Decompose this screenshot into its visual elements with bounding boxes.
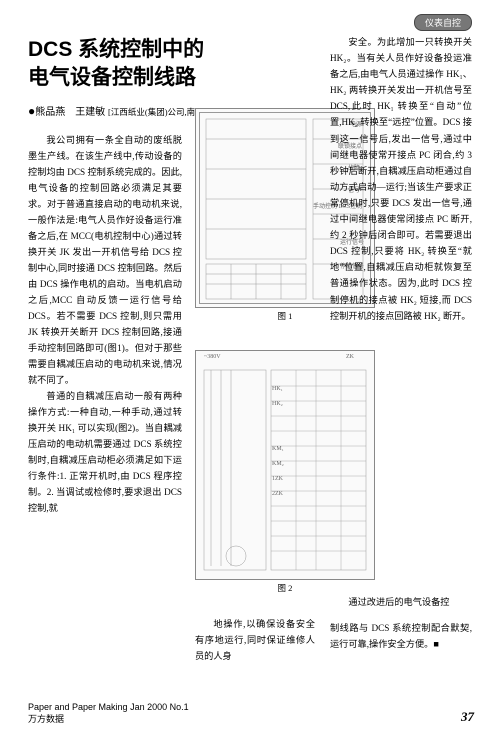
body-paragraph-6: 制线路与 DCS 系统控制配合默契,运行可靠,操作安全方便。 bbox=[330, 623, 472, 649]
section-badge: 仪表自控 bbox=[414, 14, 472, 31]
fig2-label-5: 2ZK bbox=[272, 491, 283, 497]
page-number: 37 bbox=[461, 709, 474, 725]
figure-2-caption: 图 2 bbox=[195, 582, 375, 594]
article-title: DCS 系统控制中的 电气设备控制线路 bbox=[28, 36, 248, 93]
figure-2-diagram: ~380V HK₁ HK₂ ZK 1ZK 2ZK KM₁ KM₂ bbox=[195, 350, 375, 580]
wanfang-label: 万方数据 bbox=[28, 712, 189, 725]
fig2-label-3: ZK bbox=[346, 354, 354, 360]
fig2-label-6: KM₁ bbox=[272, 446, 284, 452]
fig2-label-0: ~380V bbox=[204, 354, 221, 360]
fig2-label-4: 1ZK bbox=[272, 476, 283, 482]
middle-column-bottom: 地操作,以确保设备安全有序地运行,同时保证维修人员的人身 bbox=[195, 616, 315, 664]
body-paragraph-2: 普通的自耦减压启动一般有两种操作方式:一种自动,一种手动,通过转换开关 HK₁ … bbox=[28, 388, 182, 516]
circuit-diagram-icon bbox=[201, 356, 371, 576]
page-footer: Paper and Paper Making Jan 2000 No.1 万方数… bbox=[28, 702, 474, 725]
title-line-1: DCS 系统控制中的 bbox=[28, 38, 204, 61]
footer-left: Paper and Paper Making Jan 2000 No.1 万方数… bbox=[28, 702, 189, 725]
body-paragraph-1: 我公司拥有一条全自动的废纸脱墨生产线。在该生产线中,传动设备的控制均由 DCS … bbox=[28, 132, 182, 388]
fig2-label-7: KM₂ bbox=[272, 461, 284, 467]
right-column-top: 安全。为此增加一只转换开关 HK₂。当有关人员作好设备投运准备之后,由电气人员通… bbox=[330, 34, 472, 324]
body-paragraph-5: 地操作,以确保设备安全有序地运行,同时保证维修人员的人身 bbox=[195, 616, 315, 664]
fig2-label-1: HK₁ bbox=[272, 386, 283, 392]
author-names: 熊品燕 王建敏 bbox=[35, 107, 105, 118]
figure-2-wrapper: ~380V HK₁ HK₂ ZK 1ZK 2ZK KM₁ KM₂ 图 2 bbox=[195, 350, 375, 594]
left-column: 我公司拥有一条全自动的废纸脱墨生产线。在该生产线中,传动设备的控制均由 DCS … bbox=[28, 132, 182, 516]
end-mark-icon: ■ bbox=[433, 639, 439, 649]
fig2-label-2: HK₂ bbox=[272, 401, 283, 407]
body-paragraph-3: 安全。为此增加一只转换开关 HK₂。当有关人员作好设备投运准备之后,由电气人员通… bbox=[330, 34, 472, 324]
right-column-bottom: 制线路与 DCS 系统控制配合默契,运行可靠,操作安全方便。■ bbox=[330, 620, 472, 652]
page-root: 仪表自控 DCS 系统控制中的 电气设备控制线路 ●熊品燕 王建敏 [江西纸业(… bbox=[0, 0, 502, 733]
right-column-continued: 通过改进后的电气设备控 bbox=[330, 594, 472, 610]
title-line-2: 电气设备控制线路 bbox=[28, 66, 196, 89]
journal-info: Paper and Paper Making Jan 2000 No.1 bbox=[28, 702, 189, 712]
body-paragraph-4: 通过改进后的电气设备控 bbox=[330, 594, 472, 610]
